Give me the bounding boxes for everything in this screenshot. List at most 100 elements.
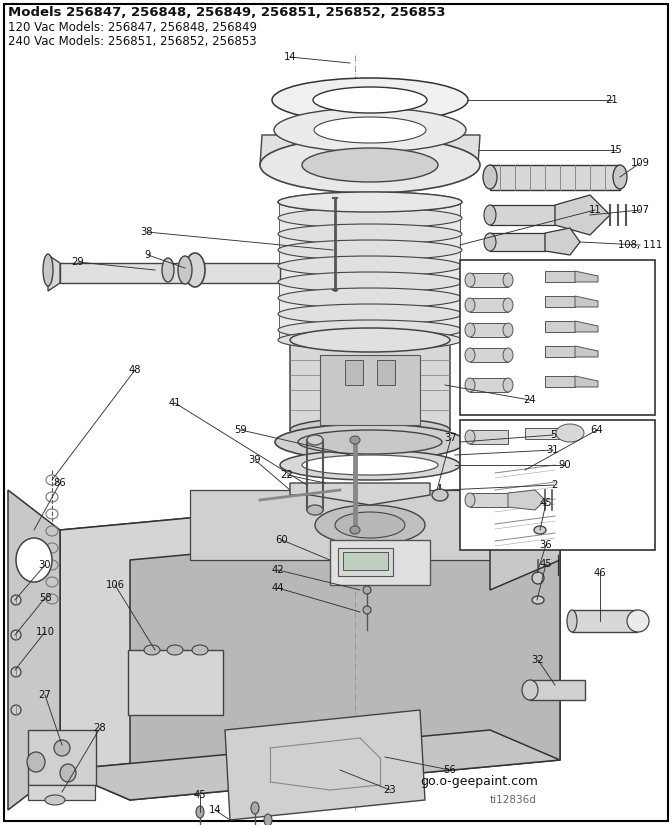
Text: 110: 110 — [36, 627, 54, 637]
Ellipse shape — [627, 610, 649, 632]
Text: 2: 2 — [551, 480, 557, 490]
Ellipse shape — [532, 572, 544, 584]
Polygon shape — [60, 490, 490, 770]
Text: 30: 30 — [39, 560, 51, 570]
Polygon shape — [508, 490, 545, 510]
Text: Models 256847, 256848, 256849, 256851, 256852, 256853: Models 256847, 256848, 256849, 256851, 2… — [8, 7, 446, 20]
Ellipse shape — [350, 526, 360, 534]
Text: 90: 90 — [558, 460, 571, 470]
Bar — [530, 680, 585, 700]
Text: 106: 106 — [106, 580, 124, 590]
Bar — [338, 548, 393, 576]
Ellipse shape — [43, 254, 53, 286]
Ellipse shape — [278, 320, 462, 340]
Ellipse shape — [522, 680, 538, 700]
Ellipse shape — [307, 505, 323, 515]
Ellipse shape — [54, 740, 70, 756]
Ellipse shape — [298, 430, 442, 454]
Ellipse shape — [278, 288, 462, 308]
Polygon shape — [290, 483, 430, 505]
Text: go.o-geepaint.com: go.o-geepaint.com — [420, 776, 538, 789]
Text: 120 Vac Models: 256847, 256848, 256849: 120 Vac Models: 256847, 256848, 256849 — [8, 21, 257, 34]
Ellipse shape — [290, 418, 450, 442]
Ellipse shape — [556, 424, 584, 442]
Text: 240 Vac Models: 256851, 256852, 256853: 240 Vac Models: 256851, 256852, 256853 — [8, 35, 257, 48]
Text: 38: 38 — [140, 227, 153, 237]
Ellipse shape — [278, 272, 462, 292]
Ellipse shape — [278, 192, 462, 212]
Ellipse shape — [532, 596, 544, 604]
Polygon shape — [575, 376, 598, 387]
Ellipse shape — [167, 645, 183, 655]
Polygon shape — [60, 530, 130, 800]
Bar — [343, 552, 388, 570]
Ellipse shape — [302, 455, 438, 475]
Polygon shape — [290, 340, 450, 430]
Bar — [545, 346, 575, 357]
Polygon shape — [575, 271, 598, 282]
Ellipse shape — [465, 493, 475, 507]
Ellipse shape — [11, 667, 21, 677]
Ellipse shape — [162, 258, 174, 282]
Text: 37: 37 — [445, 433, 458, 443]
Ellipse shape — [264, 814, 272, 825]
Bar — [28, 730, 96, 785]
Text: 9: 9 — [144, 250, 151, 260]
Polygon shape — [190, 490, 490, 560]
Bar — [320, 355, 420, 425]
Polygon shape — [490, 460, 560, 590]
Polygon shape — [60, 490, 560, 560]
Bar — [345, 360, 363, 385]
Text: 11: 11 — [589, 205, 601, 215]
Text: 28: 28 — [93, 723, 106, 733]
Bar — [490, 233, 545, 251]
Text: 45: 45 — [194, 790, 206, 800]
Ellipse shape — [27, 752, 45, 772]
Text: 29: 29 — [72, 257, 85, 267]
Polygon shape — [555, 195, 610, 235]
Text: 14: 14 — [209, 805, 221, 815]
Ellipse shape — [335, 512, 405, 538]
Ellipse shape — [465, 273, 475, 287]
Polygon shape — [575, 346, 598, 357]
Ellipse shape — [274, 108, 466, 152]
Text: 21: 21 — [605, 95, 618, 105]
Ellipse shape — [432, 489, 448, 501]
Bar — [470, 493, 508, 507]
Ellipse shape — [503, 323, 513, 337]
Bar — [470, 348, 508, 362]
Ellipse shape — [144, 645, 160, 655]
Polygon shape — [575, 296, 598, 307]
Text: 60: 60 — [276, 535, 288, 545]
Ellipse shape — [45, 795, 65, 805]
Bar — [470, 323, 508, 337]
Text: 58: 58 — [39, 593, 51, 603]
Bar — [330, 540, 430, 585]
Ellipse shape — [185, 253, 205, 287]
Ellipse shape — [484, 205, 496, 225]
Text: 64: 64 — [591, 425, 603, 435]
Bar — [545, 271, 575, 282]
Ellipse shape — [302, 148, 438, 182]
Text: 5: 5 — [550, 430, 556, 440]
Ellipse shape — [192, 645, 208, 655]
Text: 59: 59 — [235, 425, 247, 435]
Ellipse shape — [11, 595, 21, 605]
Polygon shape — [545, 228, 580, 255]
Bar — [470, 430, 508, 444]
Bar — [470, 298, 508, 312]
Text: 48: 48 — [129, 365, 141, 375]
Bar — [545, 321, 575, 332]
Polygon shape — [130, 520, 560, 800]
Bar — [525, 428, 570, 439]
Text: 14: 14 — [284, 52, 296, 62]
Ellipse shape — [290, 328, 450, 352]
Bar — [545, 376, 575, 387]
Text: 45: 45 — [540, 498, 552, 508]
Ellipse shape — [275, 424, 465, 460]
Bar — [470, 378, 508, 392]
Ellipse shape — [465, 430, 475, 444]
Ellipse shape — [503, 348, 513, 362]
Polygon shape — [48, 255, 60, 291]
Ellipse shape — [278, 240, 462, 260]
